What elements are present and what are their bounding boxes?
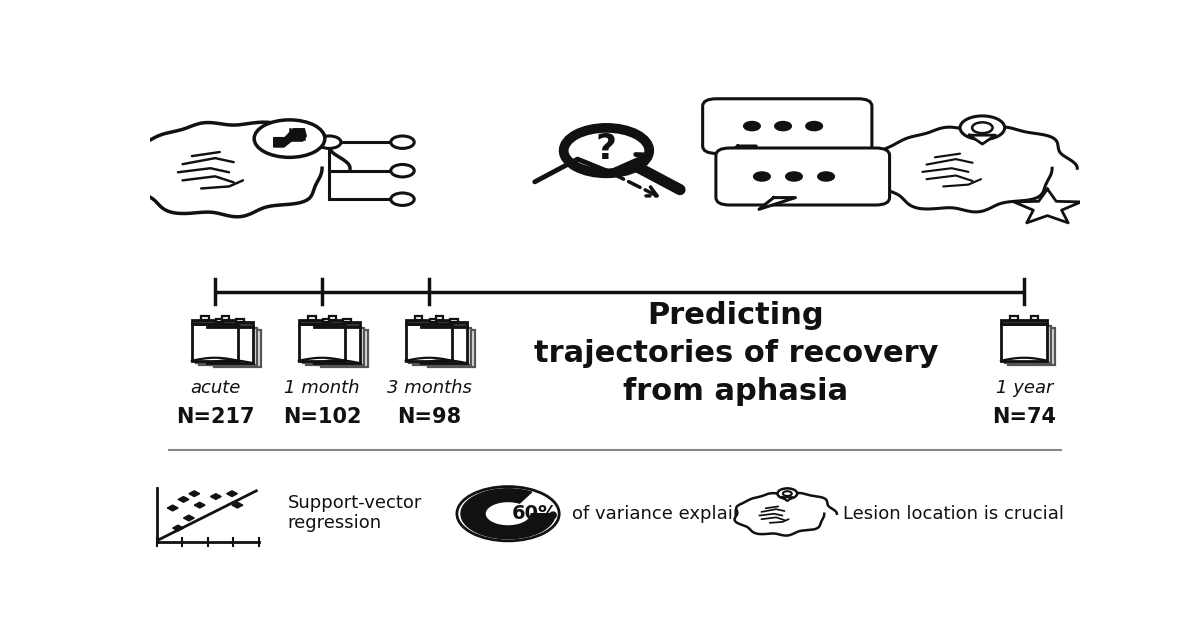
Polygon shape <box>782 497 793 501</box>
Polygon shape <box>1014 189 1081 223</box>
Polygon shape <box>760 197 796 210</box>
FancyBboxPatch shape <box>202 316 209 320</box>
FancyBboxPatch shape <box>236 319 244 322</box>
FancyBboxPatch shape <box>196 326 242 363</box>
FancyBboxPatch shape <box>313 326 360 363</box>
Text: 60%: 60% <box>512 504 559 523</box>
Circle shape <box>775 122 791 130</box>
FancyBboxPatch shape <box>1010 316 1018 320</box>
FancyBboxPatch shape <box>415 316 422 320</box>
FancyBboxPatch shape <box>323 319 330 322</box>
FancyBboxPatch shape <box>450 319 458 322</box>
FancyBboxPatch shape <box>703 99 872 153</box>
Text: 3 months: 3 months <box>386 379 472 397</box>
FancyBboxPatch shape <box>322 330 367 367</box>
Circle shape <box>564 128 649 173</box>
Text: Support-vector: Support-vector <box>288 494 422 512</box>
Polygon shape <box>970 135 995 144</box>
Polygon shape <box>724 146 756 156</box>
Text: 1 month: 1 month <box>284 379 360 397</box>
FancyBboxPatch shape <box>216 319 223 322</box>
FancyBboxPatch shape <box>425 328 470 365</box>
FancyBboxPatch shape <box>1001 320 1048 324</box>
Polygon shape <box>210 494 221 499</box>
FancyBboxPatch shape <box>329 316 336 320</box>
FancyBboxPatch shape <box>210 328 257 365</box>
Text: of variance explained: of variance explained <box>572 504 767 522</box>
Circle shape <box>818 172 834 181</box>
Polygon shape <box>173 525 184 531</box>
Circle shape <box>754 172 770 181</box>
FancyBboxPatch shape <box>214 330 260 367</box>
FancyBboxPatch shape <box>428 330 474 367</box>
FancyBboxPatch shape <box>421 326 467 363</box>
Text: ?: ? <box>596 133 617 167</box>
FancyBboxPatch shape <box>313 322 360 327</box>
FancyBboxPatch shape <box>306 328 353 365</box>
Polygon shape <box>122 122 350 217</box>
FancyBboxPatch shape <box>1004 326 1051 363</box>
FancyBboxPatch shape <box>430 319 437 322</box>
Circle shape <box>254 120 325 158</box>
Text: N=74: N=74 <box>992 408 1056 428</box>
Circle shape <box>286 137 293 140</box>
Polygon shape <box>232 503 242 508</box>
FancyBboxPatch shape <box>302 326 349 363</box>
Circle shape <box>806 122 822 130</box>
FancyBboxPatch shape <box>406 320 452 324</box>
FancyBboxPatch shape <box>1008 328 1055 365</box>
Circle shape <box>744 122 760 130</box>
Text: N=217: N=217 <box>176 408 254 428</box>
FancyBboxPatch shape <box>317 328 364 365</box>
FancyBboxPatch shape <box>409 326 456 363</box>
Text: Predicting
trajectories of recovery
from aphasia: Predicting trajectories of recovery from… <box>534 301 938 406</box>
Polygon shape <box>188 491 199 497</box>
Polygon shape <box>227 491 238 497</box>
FancyBboxPatch shape <box>206 322 253 327</box>
FancyBboxPatch shape <box>308 316 316 320</box>
Polygon shape <box>734 493 836 536</box>
Circle shape <box>782 491 792 496</box>
Circle shape <box>318 136 341 149</box>
FancyBboxPatch shape <box>421 322 467 327</box>
FancyBboxPatch shape <box>192 320 239 324</box>
Text: N=102: N=102 <box>283 408 361 428</box>
Polygon shape <box>167 505 178 511</box>
FancyBboxPatch shape <box>716 148 889 205</box>
Polygon shape <box>461 488 556 538</box>
Text: regression: regression <box>288 513 382 531</box>
Text: Lesion location is crucial: Lesion location is crucial <box>842 504 1064 522</box>
FancyBboxPatch shape <box>413 328 460 365</box>
FancyBboxPatch shape <box>299 320 346 324</box>
FancyBboxPatch shape <box>299 324 346 361</box>
Polygon shape <box>872 127 1078 212</box>
FancyBboxPatch shape <box>1001 324 1048 361</box>
Text: 1 year: 1 year <box>996 379 1052 397</box>
FancyBboxPatch shape <box>436 316 443 320</box>
FancyBboxPatch shape <box>192 324 239 361</box>
FancyBboxPatch shape <box>199 328 246 365</box>
Circle shape <box>391 136 414 149</box>
Circle shape <box>786 172 802 181</box>
Polygon shape <box>274 129 306 147</box>
Polygon shape <box>271 136 304 147</box>
Circle shape <box>778 488 797 499</box>
FancyBboxPatch shape <box>206 326 253 363</box>
FancyBboxPatch shape <box>406 324 452 361</box>
Circle shape <box>457 487 559 541</box>
Circle shape <box>391 165 414 177</box>
Circle shape <box>972 122 992 133</box>
Polygon shape <box>194 503 205 508</box>
Circle shape <box>391 193 414 205</box>
FancyBboxPatch shape <box>1031 316 1038 320</box>
FancyBboxPatch shape <box>343 319 350 322</box>
Polygon shape <box>178 497 188 503</box>
Text: N=98: N=98 <box>397 408 461 428</box>
Polygon shape <box>184 515 194 521</box>
Text: acute: acute <box>190 379 240 397</box>
Circle shape <box>960 116 1004 140</box>
FancyBboxPatch shape <box>222 316 229 320</box>
